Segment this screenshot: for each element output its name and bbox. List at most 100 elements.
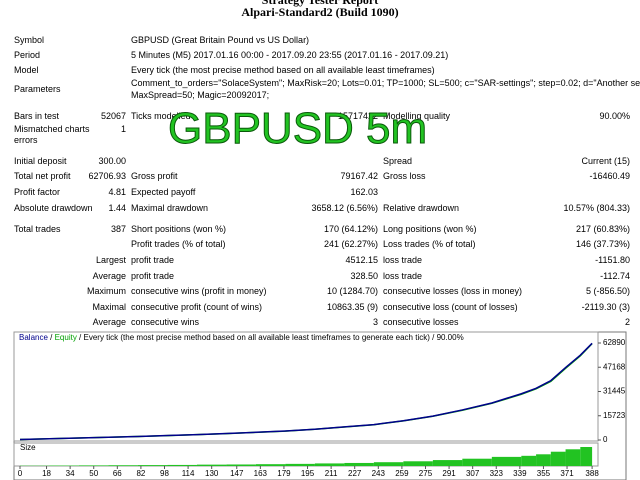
stat-value: Average: [92, 317, 126, 327]
stat-value: 2: [624, 317, 630, 327]
info-label: Period: [14, 50, 41, 60]
size-bar: [344, 462, 374, 466]
size-label: Size: [20, 443, 36, 452]
x-tick-label: 307: [466, 469, 480, 478]
stat-label: Absolute drawdown: [14, 203, 93, 213]
x-tick-label: 50: [89, 469, 98, 478]
stat-label: Relative drawdown: [383, 203, 460, 213]
x-tick-label: 355: [537, 469, 551, 478]
stat-label: Gross profit: [131, 171, 178, 181]
x-tick-label: 179: [277, 469, 291, 478]
stat-label: Profit factor: [14, 187, 61, 197]
stat-value: 1: [120, 124, 126, 134]
x-tick-label: 18: [42, 469, 51, 478]
size-bar: [491, 456, 522, 466]
info-label: Parameters: [14, 84, 61, 94]
legend-entry: Balance: [19, 333, 48, 342]
stat-value: 10.57% (804.33): [563, 203, 630, 213]
stat-value: 170 (64.12%): [323, 224, 378, 234]
stat-label: consecutive losses: [383, 317, 459, 327]
stat-label: profit trade: [131, 271, 175, 281]
size-bar: [137, 465, 168, 466]
stat-value: 10 (1284.70): [326, 286, 378, 296]
info-value: 5 Minutes (M5) 2017.01.16 00:00 - 2017.0…: [131, 50, 449, 60]
stat-value: 4.81: [108, 187, 126, 197]
stat-label: Total trades: [14, 224, 61, 234]
x-tick-label: 371: [560, 469, 574, 478]
stat-value: -112.74: [600, 271, 630, 281]
size-bar: [285, 463, 315, 466]
stat-value: -16460.49: [589, 171, 630, 181]
stat-label: Expected payoff: [131, 187, 196, 197]
stat-value: 10863.35 (9): [326, 302, 378, 312]
stat-value: 241 (62.27%): [323, 239, 378, 249]
info-label: Symbol: [14, 35, 45, 45]
stat-value: 1.44: [108, 203, 126, 213]
info-value: Comment_to_orders="SolaceSystem"; MaxRis…: [131, 78, 640, 88]
stat-label: Long positions (won %): [383, 224, 477, 234]
stat-value: Current (15): [581, 156, 630, 166]
x-tick-label: 227: [348, 469, 362, 478]
stat-value: 3658.12 (6.56%): [311, 203, 378, 213]
stat-value: Average: [92, 271, 126, 281]
size-bar: [226, 464, 256, 466]
stat-label: consecutive losses (loss in money): [383, 286, 523, 296]
plot-area: [13, 331, 599, 442]
x-tick-label: 0: [18, 469, 23, 478]
x-tick-label: 114: [182, 469, 195, 478]
stat-label: consecutive wins (profit in money): [131, 286, 267, 296]
x-tick-label: 339: [513, 469, 527, 478]
size-bar: [536, 454, 551, 466]
y-tick-label: 62890: [603, 338, 626, 347]
size-bar: [196, 464, 227, 466]
stat-value: 217 (60.83%): [575, 224, 630, 234]
overlay-text: GBPUSD 5m: [167, 104, 428, 154]
stat-value: -1151.80: [595, 255, 630, 265]
stat-value: 79167.42: [340, 171, 378, 181]
size-bar: [432, 460, 463, 466]
report-subtitle: Alpari-Standard2 (Build 1090): [241, 5, 399, 19]
y-tick-label: 15723: [603, 411, 626, 420]
stat-value: 162.03: [350, 187, 378, 197]
stat-value: 90.00%: [599, 111, 630, 121]
x-tick-label: 323: [490, 469, 504, 478]
size-bar: [167, 464, 197, 466]
info-label: Model: [14, 65, 39, 75]
x-tick-label: 82: [136, 469, 145, 478]
info-value: GBPUSD (Great Britain Pound vs US Dollar…: [131, 35, 310, 45]
x-tick-label: 195: [301, 469, 315, 478]
size-bar: [580, 447, 593, 466]
y-tick-label: 0: [603, 435, 608, 444]
stat-value: 4512.15: [345, 255, 378, 265]
x-tick-label: 275: [419, 469, 433, 478]
x-tick-label: 388: [585, 469, 599, 478]
stat-value: 52067: [100, 111, 126, 121]
stat-label: Bars in test: [14, 111, 60, 121]
stat-label: Spread: [383, 156, 413, 166]
size-bar: [403, 461, 433, 466]
y-tick-label: 31445: [603, 387, 626, 396]
stat-value: 387: [110, 224, 126, 234]
x-tick-label: 98: [160, 469, 169, 478]
chart-subtitle: Every tick (the most precise method base…: [84, 333, 431, 342]
stat-value: Maximal: [92, 302, 126, 312]
size-bar: [314, 463, 345, 466]
legend-separator: /: [430, 333, 437, 342]
x-tick-label: 130: [205, 469, 219, 478]
stat-label: Modelling quality: [383, 111, 451, 121]
stat-label: Short positions (won %): [131, 224, 227, 234]
stat-value: 3: [372, 317, 378, 327]
stat-label: profit trade: [131, 255, 175, 265]
y-tick-label: 47168: [603, 362, 626, 371]
x-tick-label: 34: [66, 469, 75, 478]
stat-label: Total net profit: [14, 171, 71, 181]
size-bar: [108, 465, 138, 466]
stat-label: Initial deposit: [14, 156, 67, 166]
stat-label: Profit trades (% of total): [131, 239, 226, 249]
size-bar: [255, 464, 286, 466]
stat-value: 146 (37.73%): [575, 239, 630, 249]
stat-label: Ticks modelled: [131, 111, 191, 121]
stat-value: Maximum: [86, 286, 126, 296]
